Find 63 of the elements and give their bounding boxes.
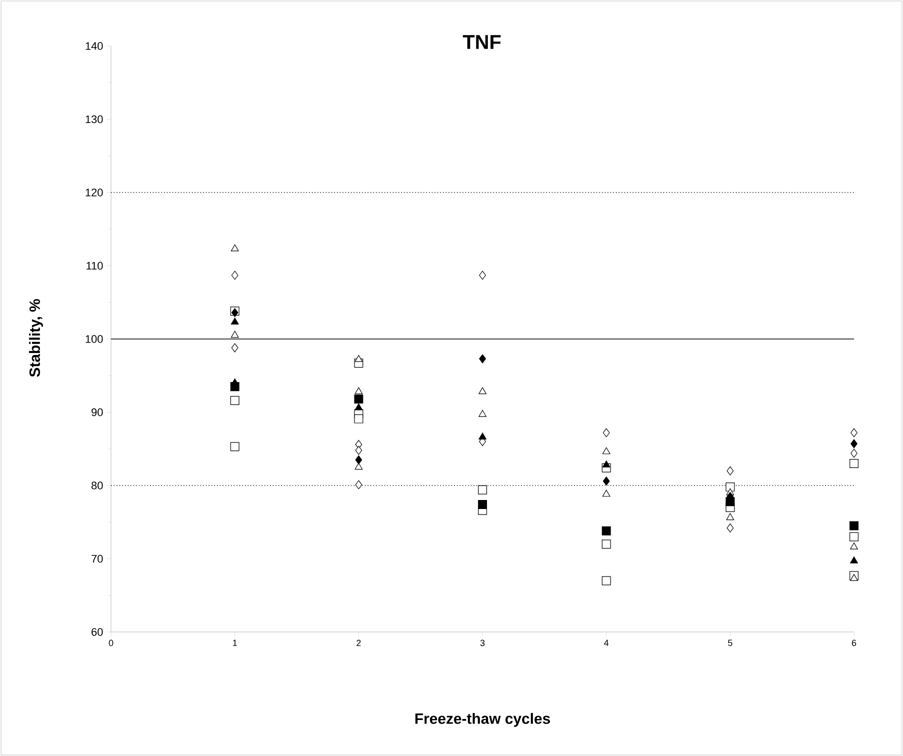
- point: [478, 500, 487, 510]
- point: [231, 270, 238, 280]
- point: [602, 576, 611, 586]
- x-tick-label: 3: [480, 640, 485, 646]
- point: [850, 542, 858, 550]
- point: [850, 521, 858, 530]
- y-tick-label: 90: [92, 408, 103, 416]
- y-tick-label: 140: [86, 42, 103, 50]
- point: [478, 432, 486, 440]
- point: [850, 428, 858, 438]
- y-tick-label: 100: [86, 335, 103, 343]
- y-tick-label: 60: [92, 628, 103, 636]
- point: [850, 532, 858, 542]
- point: [355, 480, 362, 490]
- point: [479, 354, 486, 364]
- point: [478, 410, 486, 417]
- point: [726, 466, 734, 476]
- point: [850, 556, 858, 564]
- point: [354, 462, 363, 470]
- point: [850, 448, 858, 458]
- point: [355, 446, 362, 455]
- point: [602, 490, 610, 497]
- point: [602, 540, 611, 549]
- x-tick-label: 4: [604, 640, 609, 646]
- point: [850, 574, 858, 581]
- point: [726, 482, 735, 492]
- x-tick-label: 5: [728, 640, 732, 646]
- y-axis-title: Stability, %: [29, 299, 43, 377]
- x-tick-label: 6: [852, 640, 856, 646]
- point: [230, 244, 239, 252]
- point: [231, 343, 238, 352]
- point: [726, 523, 734, 532]
- point: [354, 355, 363, 362]
- point: [355, 455, 362, 464]
- point: [479, 270, 486, 280]
- point: [354, 403, 363, 410]
- x-tick-label: 1: [233, 640, 237, 646]
- y-tick-label: 70: [92, 554, 103, 563]
- point: [230, 396, 240, 405]
- y-tick-label: 80: [92, 482, 103, 490]
- point: [230, 330, 239, 338]
- point: [602, 460, 610, 468]
- point: [354, 414, 364, 424]
- x-tick-label: 2: [356, 640, 361, 646]
- point: [478, 387, 486, 394]
- y-tick-label: 110: [86, 262, 103, 270]
- point: [850, 439, 858, 448]
- point: [478, 485, 487, 494]
- point: [850, 459, 858, 468]
- x-axis-title: Freeze-thaw cycles: [415, 712, 550, 727]
- chart-title: TNF: [462, 35, 501, 49]
- point: [354, 394, 364, 404]
- point: [230, 442, 240, 452]
- point: [602, 428, 610, 438]
- point: [230, 318, 239, 325]
- point: [602, 447, 610, 454]
- point: [602, 526, 611, 536]
- y-tick-label: 130: [86, 115, 103, 124]
- y-tick-label: 120: [86, 188, 103, 196]
- point: [602, 476, 610, 486]
- point: [354, 387, 363, 394]
- point: [726, 513, 734, 520]
- x-tick-label: 0: [108, 640, 114, 646]
